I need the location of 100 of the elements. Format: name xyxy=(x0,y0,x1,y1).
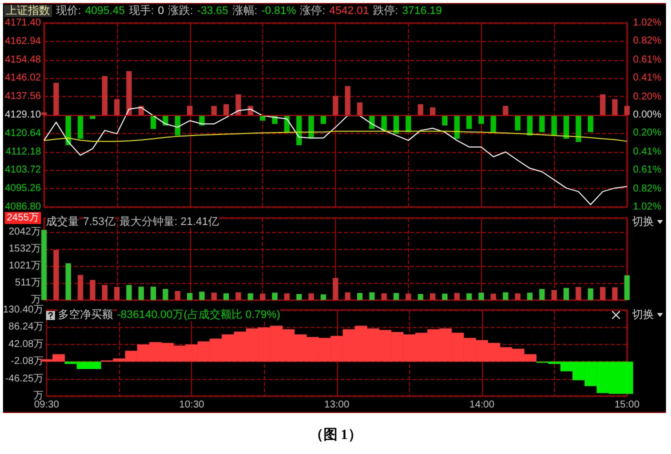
text: 涨幅: xyxy=(232,5,258,17)
bar xyxy=(418,294,424,300)
y-tick-label: 130.40万 xyxy=(2,304,44,316)
bar xyxy=(357,292,363,300)
bar xyxy=(332,278,338,300)
y2-tick-label: 0.00% xyxy=(633,110,662,120)
chart-title: 成交量 xyxy=(46,216,79,228)
annotation: -836140.00万(占成交额比 0.79%) xyxy=(117,309,280,321)
y-tick-label: 511万 xyxy=(15,277,41,288)
y-tick-label: 4112.18 xyxy=(6,146,42,158)
bar xyxy=(502,292,508,300)
bar xyxy=(78,274,84,300)
bar xyxy=(502,106,508,115)
text: （图 1） xyxy=(308,426,363,444)
bar xyxy=(187,106,192,115)
x-tick-label: 15:00 xyxy=(614,400,640,410)
x-tick-label: 09:30 xyxy=(34,400,60,410)
bar xyxy=(102,284,108,300)
x-tick-label: 14:00 xyxy=(469,400,495,410)
bar xyxy=(490,115,496,132)
y-tick-label: 1021万 xyxy=(8,260,41,272)
bar xyxy=(430,107,436,115)
bar xyxy=(490,294,496,300)
y-tick-label: 4171.40 xyxy=(4,18,42,28)
bar xyxy=(78,115,84,139)
x-tick-label: 10:30 xyxy=(179,400,205,410)
bar xyxy=(369,292,375,300)
y-tick-label: 4103.72 xyxy=(4,164,42,176)
bar xyxy=(344,292,350,300)
bar xyxy=(174,115,180,136)
y2-tick-label: 0.61% xyxy=(633,164,662,176)
bar xyxy=(41,230,47,300)
bar xyxy=(162,288,168,300)
text: 4095.45 xyxy=(85,5,125,17)
y-tick-label: 4162.94 xyxy=(4,36,42,47)
y2-tick-label: 0.20% xyxy=(633,91,662,102)
bar xyxy=(564,115,570,139)
bar xyxy=(357,102,363,115)
bar xyxy=(466,293,472,300)
y-tick-label: -46.25万 xyxy=(5,373,44,384)
bar xyxy=(381,293,387,300)
bar xyxy=(332,96,338,115)
x-tick-label: 13:00 xyxy=(324,400,350,410)
bar xyxy=(296,294,302,300)
y2-tick-label: 0.82% xyxy=(633,36,662,47)
bar xyxy=(236,94,242,115)
bar xyxy=(588,115,594,132)
bar xyxy=(150,286,156,300)
bar xyxy=(454,292,460,300)
chart-title: 上证指数 xyxy=(4,5,52,17)
bar xyxy=(284,293,290,300)
bar xyxy=(211,292,217,300)
text: 现手: xyxy=(128,5,154,17)
annotation: 7.53亿 xyxy=(83,216,116,228)
y2-tick-label: 0.61% xyxy=(633,54,662,66)
bar xyxy=(138,286,144,300)
bar xyxy=(612,99,618,115)
annotation: 最大分钟量: 21.41亿 xyxy=(119,216,220,228)
bar xyxy=(260,294,266,300)
bar xyxy=(53,82,59,115)
bar xyxy=(527,115,533,136)
bar xyxy=(272,292,278,300)
y-tick-label: 2042万 xyxy=(8,226,41,238)
y-tick-label: 4154.48 xyxy=(4,54,42,66)
bar xyxy=(393,292,399,300)
bar xyxy=(199,292,205,300)
bar xyxy=(551,290,557,300)
text: 现价: xyxy=(56,5,82,17)
bar xyxy=(564,288,570,300)
text: 切换 xyxy=(632,309,655,322)
bar xyxy=(430,293,436,300)
text: 4542.01 xyxy=(329,5,370,17)
bar xyxy=(478,292,484,300)
bar xyxy=(576,286,582,300)
bar xyxy=(466,115,472,129)
y-tick-label: 86.24万 xyxy=(8,322,44,333)
y-tick-label: 4137.56 xyxy=(4,91,42,102)
bar xyxy=(576,115,582,142)
bar xyxy=(114,286,120,300)
bar xyxy=(588,288,594,300)
bar xyxy=(539,115,545,132)
bar xyxy=(174,290,180,300)
line-series xyxy=(44,106,628,206)
bar xyxy=(236,292,242,300)
bar xyxy=(539,288,545,300)
line-series xyxy=(44,130,628,142)
bar xyxy=(514,115,520,130)
bar xyxy=(223,293,229,300)
bar xyxy=(527,292,533,300)
bar xyxy=(624,106,630,115)
bar xyxy=(624,275,630,300)
bar xyxy=(551,115,557,136)
bar xyxy=(248,293,254,300)
chart-title: 多空净买额 xyxy=(58,309,113,321)
y-tick-label: 万 xyxy=(31,294,41,306)
text: 3716.19 xyxy=(402,5,442,17)
y2-tick-label: 0.82% xyxy=(633,183,662,194)
y2-tick-label: 0.41% xyxy=(633,72,662,84)
y-tick-label: 4129.10 xyxy=(4,110,42,120)
bar xyxy=(418,104,424,115)
